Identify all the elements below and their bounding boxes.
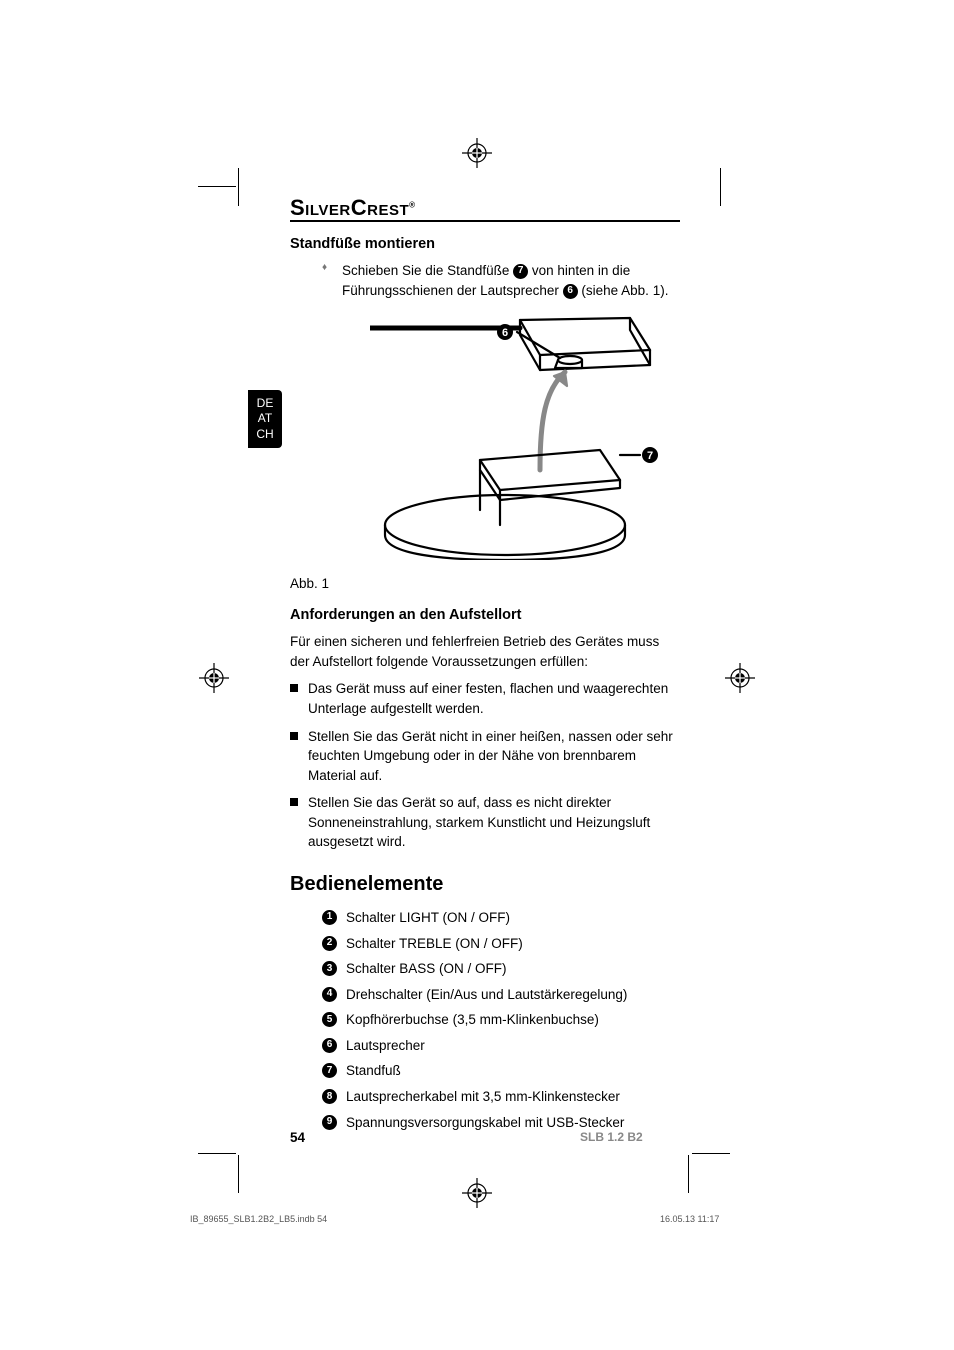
footer-file: IB_89655_SLB1.2B2_LB5.indb 54 (190, 1214, 327, 1224)
lang-de: DE (257, 396, 274, 412)
mount-instruction: Schieben Sie die Standfüße 7 von hinten … (290, 261, 680, 300)
diagram-label-7: 7 (647, 450, 653, 462)
page-number: 54 (290, 1130, 305, 1145)
figure-caption: Abb. 1 (290, 574, 680, 594)
brand-logo: SilverCrest® (290, 195, 416, 221)
requirement-item: Stellen Sie das Gerät nicht in einer hei… (290, 727, 680, 786)
heading-controls: Bedienelemente (290, 870, 680, 899)
control-number: 7 (322, 1063, 337, 1078)
figure-1-diagram: 6 7 (370, 310, 680, 560)
footer-date: 16.05.13 11:17 (660, 1214, 719, 1224)
control-label: Schalter BASS (ON / OFF) (346, 961, 507, 976)
control-label: Schalter TREBLE (ON / OFF) (346, 936, 523, 951)
diagram-label-6: 6 (502, 327, 508, 339)
control-number: 9 (322, 1115, 337, 1130)
control-item: 7 Standfuß (290, 1060, 680, 1082)
control-label: Lautsprecher (346, 1038, 425, 1053)
requirement-item: Stellen Sie das Gerät so auf, dass es ni… (290, 793, 680, 852)
control-number: 4 (322, 987, 337, 1002)
registration-mark-left (199, 663, 229, 693)
control-item: 8 Lautsprecherkabel mit 3,5 mm-Klinkenste… (290, 1086, 680, 1108)
location-intro: Für einen sicheren und fehlerfreien Betr… (290, 632, 680, 671)
registration-mark-right (725, 663, 755, 693)
language-tab: DE AT CH (248, 390, 282, 448)
heading-mount-feet: Standfüße montieren (290, 234, 680, 255)
control-label: Standfuß (346, 1063, 401, 1078)
control-label: Schalter LIGHT (ON / OFF) (346, 910, 510, 925)
ref-marker-7: 7 (513, 264, 528, 279)
control-item: 2 Schalter TREBLE (ON / OFF) (290, 933, 680, 955)
control-label: Lautsprecherkabel mit 3,5 mm-Klinkenstec… (346, 1089, 620, 1104)
page-content: Standfüße montieren Schieben Sie die Sta… (290, 230, 680, 1137)
control-label: Kopfhörerbuchse (3,5 mm-Klinkenbuchse) (346, 1012, 599, 1027)
control-item: 1 Schalter LIGHT (ON / OFF) (290, 907, 680, 929)
control-item: 4 Drehschalter (Ein/Aus und Lautstärkereg… (290, 984, 680, 1006)
control-label: Drehschalter (Ein/Aus und Lautstärkerege… (346, 987, 627, 1002)
ref-marker-6: 6 (563, 284, 578, 299)
control-number: 2 (322, 936, 337, 951)
control-number: 6 (322, 1038, 337, 1053)
control-number: 5 (322, 1012, 337, 1027)
registration-mark-bottom (462, 1178, 492, 1208)
control-number: 8 (322, 1089, 337, 1104)
control-item: 3 Schalter BASS (ON / OFF) (290, 958, 680, 980)
registration-mark-top (462, 138, 492, 168)
lang-at: AT (258, 411, 272, 427)
control-item: 5 Kopfhörerbuchse (3,5 mm-Klinkenbuchse) (290, 1009, 680, 1031)
control-number: 3 (322, 961, 337, 976)
lang-ch: CH (256, 427, 273, 443)
control-number: 1 (322, 910, 337, 925)
control-label: Spannungsversorgungskabel mit USB-Stecke… (346, 1115, 624, 1130)
control-item: 6 Lautsprecher (290, 1035, 680, 1057)
requirement-item: Das Gerät muss auf einer festen, flachen… (290, 679, 680, 718)
header-rule (290, 220, 680, 222)
footer-model: SLB 1.2 B2 (580, 1130, 643, 1144)
heading-location-requirements: Anforderungen an den Aufstellort (290, 605, 680, 626)
